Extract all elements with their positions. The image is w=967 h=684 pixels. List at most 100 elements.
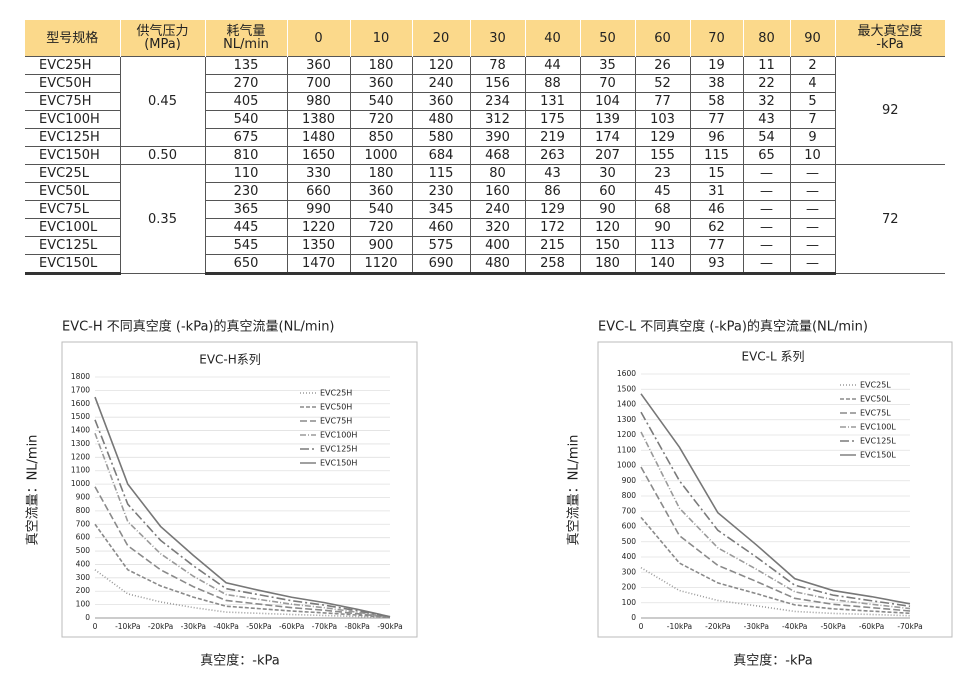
y-tick-label: 400 bbox=[76, 559, 91, 568]
model-cell: EVC50L bbox=[25, 182, 121, 201]
value-cell: 240 bbox=[469, 200, 526, 219]
value-cell: 5 bbox=[789, 92, 835, 111]
y-tick-label: 800 bbox=[622, 491, 637, 500]
y-tick-label: 1800 bbox=[71, 372, 90, 381]
value-cell: 330 bbox=[286, 164, 351, 183]
chart-caption: EVC-L 不同真空度 (-kPa)的真空流量(NL/min) bbox=[598, 319, 868, 335]
y-tick-label: 700 bbox=[76, 519, 91, 528]
x-tick-label: -40kPa bbox=[213, 622, 238, 631]
x-tick-label: -70kPa bbox=[312, 622, 337, 631]
series-line bbox=[94, 569, 391, 619]
value-cell: 720 bbox=[349, 218, 413, 237]
series-line bbox=[640, 431, 911, 610]
value-cell: 4 bbox=[789, 74, 835, 93]
model-cell: EVC25L bbox=[25, 164, 121, 183]
value-cell: 480 bbox=[469, 254, 526, 275]
y-tick-label: 1500 bbox=[617, 384, 636, 393]
y-tick-label: 1600 bbox=[71, 399, 90, 408]
value-cell: 38 bbox=[689, 74, 744, 93]
value-cell: 650 bbox=[204, 254, 288, 275]
legend-label: EVC125L bbox=[860, 437, 896, 446]
value-cell: 460 bbox=[411, 218, 471, 237]
y-tick-label: 1200 bbox=[617, 430, 636, 439]
x-tick-label: -10kPa bbox=[115, 622, 140, 631]
header-cell: 型号规格 bbox=[25, 20, 121, 57]
legend-label: EVC150H bbox=[320, 459, 357, 468]
value-cell: 113 bbox=[634, 236, 691, 255]
value-cell: 1650 bbox=[286, 146, 351, 165]
chart-title: EVC-H系列 bbox=[199, 353, 261, 367]
y-tick-label: 0 bbox=[631, 613, 636, 622]
value-cell: 10 bbox=[789, 146, 835, 165]
value-cell: 175 bbox=[524, 110, 581, 129]
value-cell: 180 bbox=[579, 254, 636, 275]
value-cell: 150 bbox=[579, 236, 636, 255]
y-tick-label: 500 bbox=[76, 546, 91, 555]
header-cell: 供气压力 (MPa) bbox=[120, 20, 206, 57]
x-tick-label: -50kPa bbox=[820, 622, 845, 631]
table-row: EVC100H 540 1380 720 480 312 175 139 103 77 43 7 bbox=[25, 110, 945, 129]
y-tick-label: 1300 bbox=[617, 415, 636, 424]
x-axis-label: 真空度：-kPa bbox=[733, 653, 812, 669]
value-cell: 32 bbox=[742, 92, 791, 111]
value-cell: 1470 bbox=[286, 254, 351, 275]
header-line: NL/min bbox=[223, 37, 269, 52]
value-cell: — bbox=[742, 164, 791, 183]
spec-table: 型号规格 供气压力 (MPa) 耗气量 NL/min 0 10 20 30 40 50 60 70 80 9… bbox=[25, 20, 946, 275]
y-tick-label: 600 bbox=[622, 522, 637, 531]
pressure-cell: 0.35 bbox=[119, 164, 206, 274]
value-cell: 60 bbox=[579, 182, 636, 201]
value-cell: 78 bbox=[469, 56, 526, 75]
value-cell: 230 bbox=[411, 182, 471, 201]
y-tick-label: 900 bbox=[76, 493, 91, 502]
value-cell: 140 bbox=[634, 254, 691, 275]
header-line: 耗气量 bbox=[226, 24, 266, 39]
value-cell: 135 bbox=[204, 56, 288, 75]
series-line bbox=[94, 396, 391, 618]
value-cell: 660 bbox=[286, 182, 351, 201]
value-cell: 365 bbox=[204, 200, 288, 219]
header-cell: 40 bbox=[525, 20, 581, 57]
value-cell: — bbox=[742, 218, 791, 237]
legend-label: EVC125H bbox=[320, 445, 357, 454]
value-cell: 68 bbox=[634, 200, 691, 219]
series-line bbox=[640, 466, 911, 612]
value-cell: 93 bbox=[689, 254, 744, 275]
series-line bbox=[94, 419, 391, 618]
value-cell: 11 bbox=[742, 56, 791, 75]
header-cell: 30 bbox=[470, 20, 526, 57]
value-cell: 9 bbox=[789, 128, 835, 147]
value-cell: 405 bbox=[204, 92, 288, 111]
value-cell: 540 bbox=[349, 200, 413, 219]
y-tick-label: 300 bbox=[622, 567, 637, 576]
value-cell: 263 bbox=[524, 146, 581, 165]
header-line: 供气压力 bbox=[136, 24, 189, 39]
value-cell: 180 bbox=[349, 164, 413, 183]
y-tick-label: 100 bbox=[622, 598, 637, 607]
y-tick-label: 1000 bbox=[71, 479, 90, 488]
chart-frame bbox=[597, 341, 953, 638]
header-cell: 50 bbox=[580, 20, 636, 57]
value-cell: 1480 bbox=[286, 128, 351, 147]
legend-label: EVC50L bbox=[860, 395, 891, 404]
value-cell: — bbox=[742, 182, 791, 201]
header-cell: 0 bbox=[287, 20, 351, 57]
value-cell: 400 bbox=[469, 236, 526, 255]
value-cell: — bbox=[742, 254, 791, 275]
y-tick-label: 600 bbox=[76, 533, 91, 542]
value-cell: 540 bbox=[349, 92, 413, 111]
y-tick-label: 200 bbox=[76, 586, 91, 595]
value-cell: 86 bbox=[524, 182, 581, 201]
value-cell: 43 bbox=[524, 164, 581, 183]
value-cell: 96 bbox=[689, 128, 744, 147]
value-cell: — bbox=[789, 200, 835, 219]
model-cell: EVC100L bbox=[25, 218, 121, 237]
model-cell: EVC75H bbox=[25, 92, 121, 111]
value-cell: 90 bbox=[634, 218, 691, 237]
value-cell: 540 bbox=[204, 110, 288, 129]
value-cell: 103 bbox=[634, 110, 691, 129]
y-tick-label: 1100 bbox=[71, 466, 90, 475]
value-cell: 207 bbox=[579, 146, 636, 165]
table-body: EVC25H 0.45 135 360 180 120 78 44 35 26 19 11 2 92 EVC… bbox=[25, 56, 945, 275]
